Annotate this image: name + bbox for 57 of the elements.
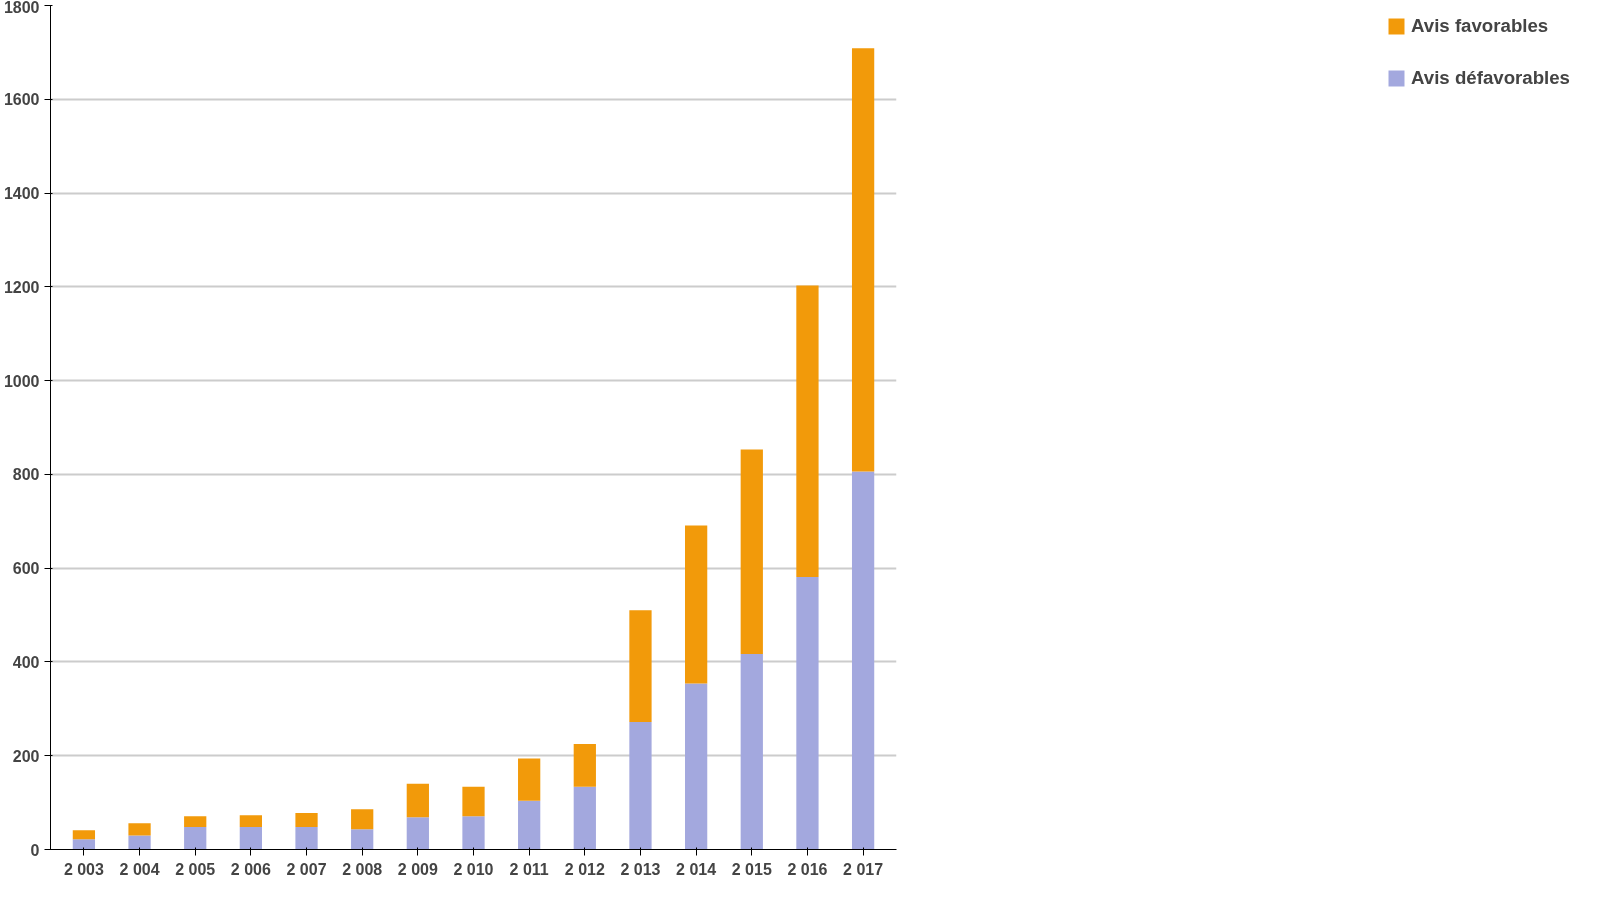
legend-label: Avis favorables: [1411, 15, 1549, 37]
bar: [184, 816, 207, 827]
y-tick-label: 1800: [3, 0, 40, 16]
bar: [685, 525, 708, 684]
bar: [351, 829, 374, 850]
bar: [128, 835, 151, 850]
x-tick-label: 2 008: [342, 860, 383, 878]
bar: [518, 800, 541, 850]
bar: [851, 471, 875, 850]
bar: [796, 285, 819, 578]
y-tick-label: 600: [12, 560, 40, 578]
bar: [351, 809, 374, 830]
bar: [406, 817, 429, 850]
y-tick-label: 200: [12, 747, 40, 765]
x-tick-label: 2 014: [676, 860, 717, 878]
y-tick-label: 1200: [3, 278, 40, 296]
x-tick-label: 2 005: [175, 860, 216, 878]
x-tick-label: 2 010: [453, 860, 494, 878]
bar: [685, 683, 708, 850]
bar: [740, 653, 763, 850]
x-tick-label: 2 012: [564, 860, 605, 878]
y-tick-label: 1000: [3, 372, 40, 390]
bar: [573, 744, 596, 787]
bar: [629, 610, 652, 722]
x-tick-label: 2 009: [397, 860, 438, 878]
bar: [72, 839, 96, 850]
bar: [629, 721, 652, 850]
bar: [462, 786, 485, 817]
bar: [128, 823, 151, 836]
bar: [740, 449, 763, 654]
x-tick-label: 2 015: [731, 860, 772, 878]
y-tick-label: 1600: [3, 91, 40, 109]
bar: [406, 783, 429, 818]
bar: [72, 830, 96, 840]
bar: [295, 812, 318, 827]
bar: [239, 826, 262, 850]
x-tick-label: 2 006: [230, 860, 271, 878]
y-tick-label: 400: [12, 653, 40, 671]
x-tick-label: 2 007: [286, 860, 327, 878]
bar: [518, 758, 541, 801]
bar: [184, 826, 207, 850]
bar: [295, 826, 318, 850]
x-tick-label: 2 017: [843, 860, 884, 878]
y-tick-label: 1400: [3, 185, 40, 203]
y-tick-label: 0: [30, 841, 40, 859]
legend-label: Avis défavorables: [1411, 67, 1570, 89]
x-tick-label: 2 016: [787, 860, 828, 878]
bar: [462, 816, 485, 850]
x-tick-label: 2 004: [119, 860, 160, 878]
x-tick-label: 2 003: [63, 860, 105, 878]
bar: [573, 786, 596, 850]
bar: [239, 815, 262, 827]
bar: [796, 577, 819, 850]
x-tick-label: 2 011: [509, 860, 549, 878]
x-tick-label: 2 013: [620, 860, 661, 878]
y-tick-label: 800: [12, 466, 40, 484]
bar: [851, 48, 875, 472]
